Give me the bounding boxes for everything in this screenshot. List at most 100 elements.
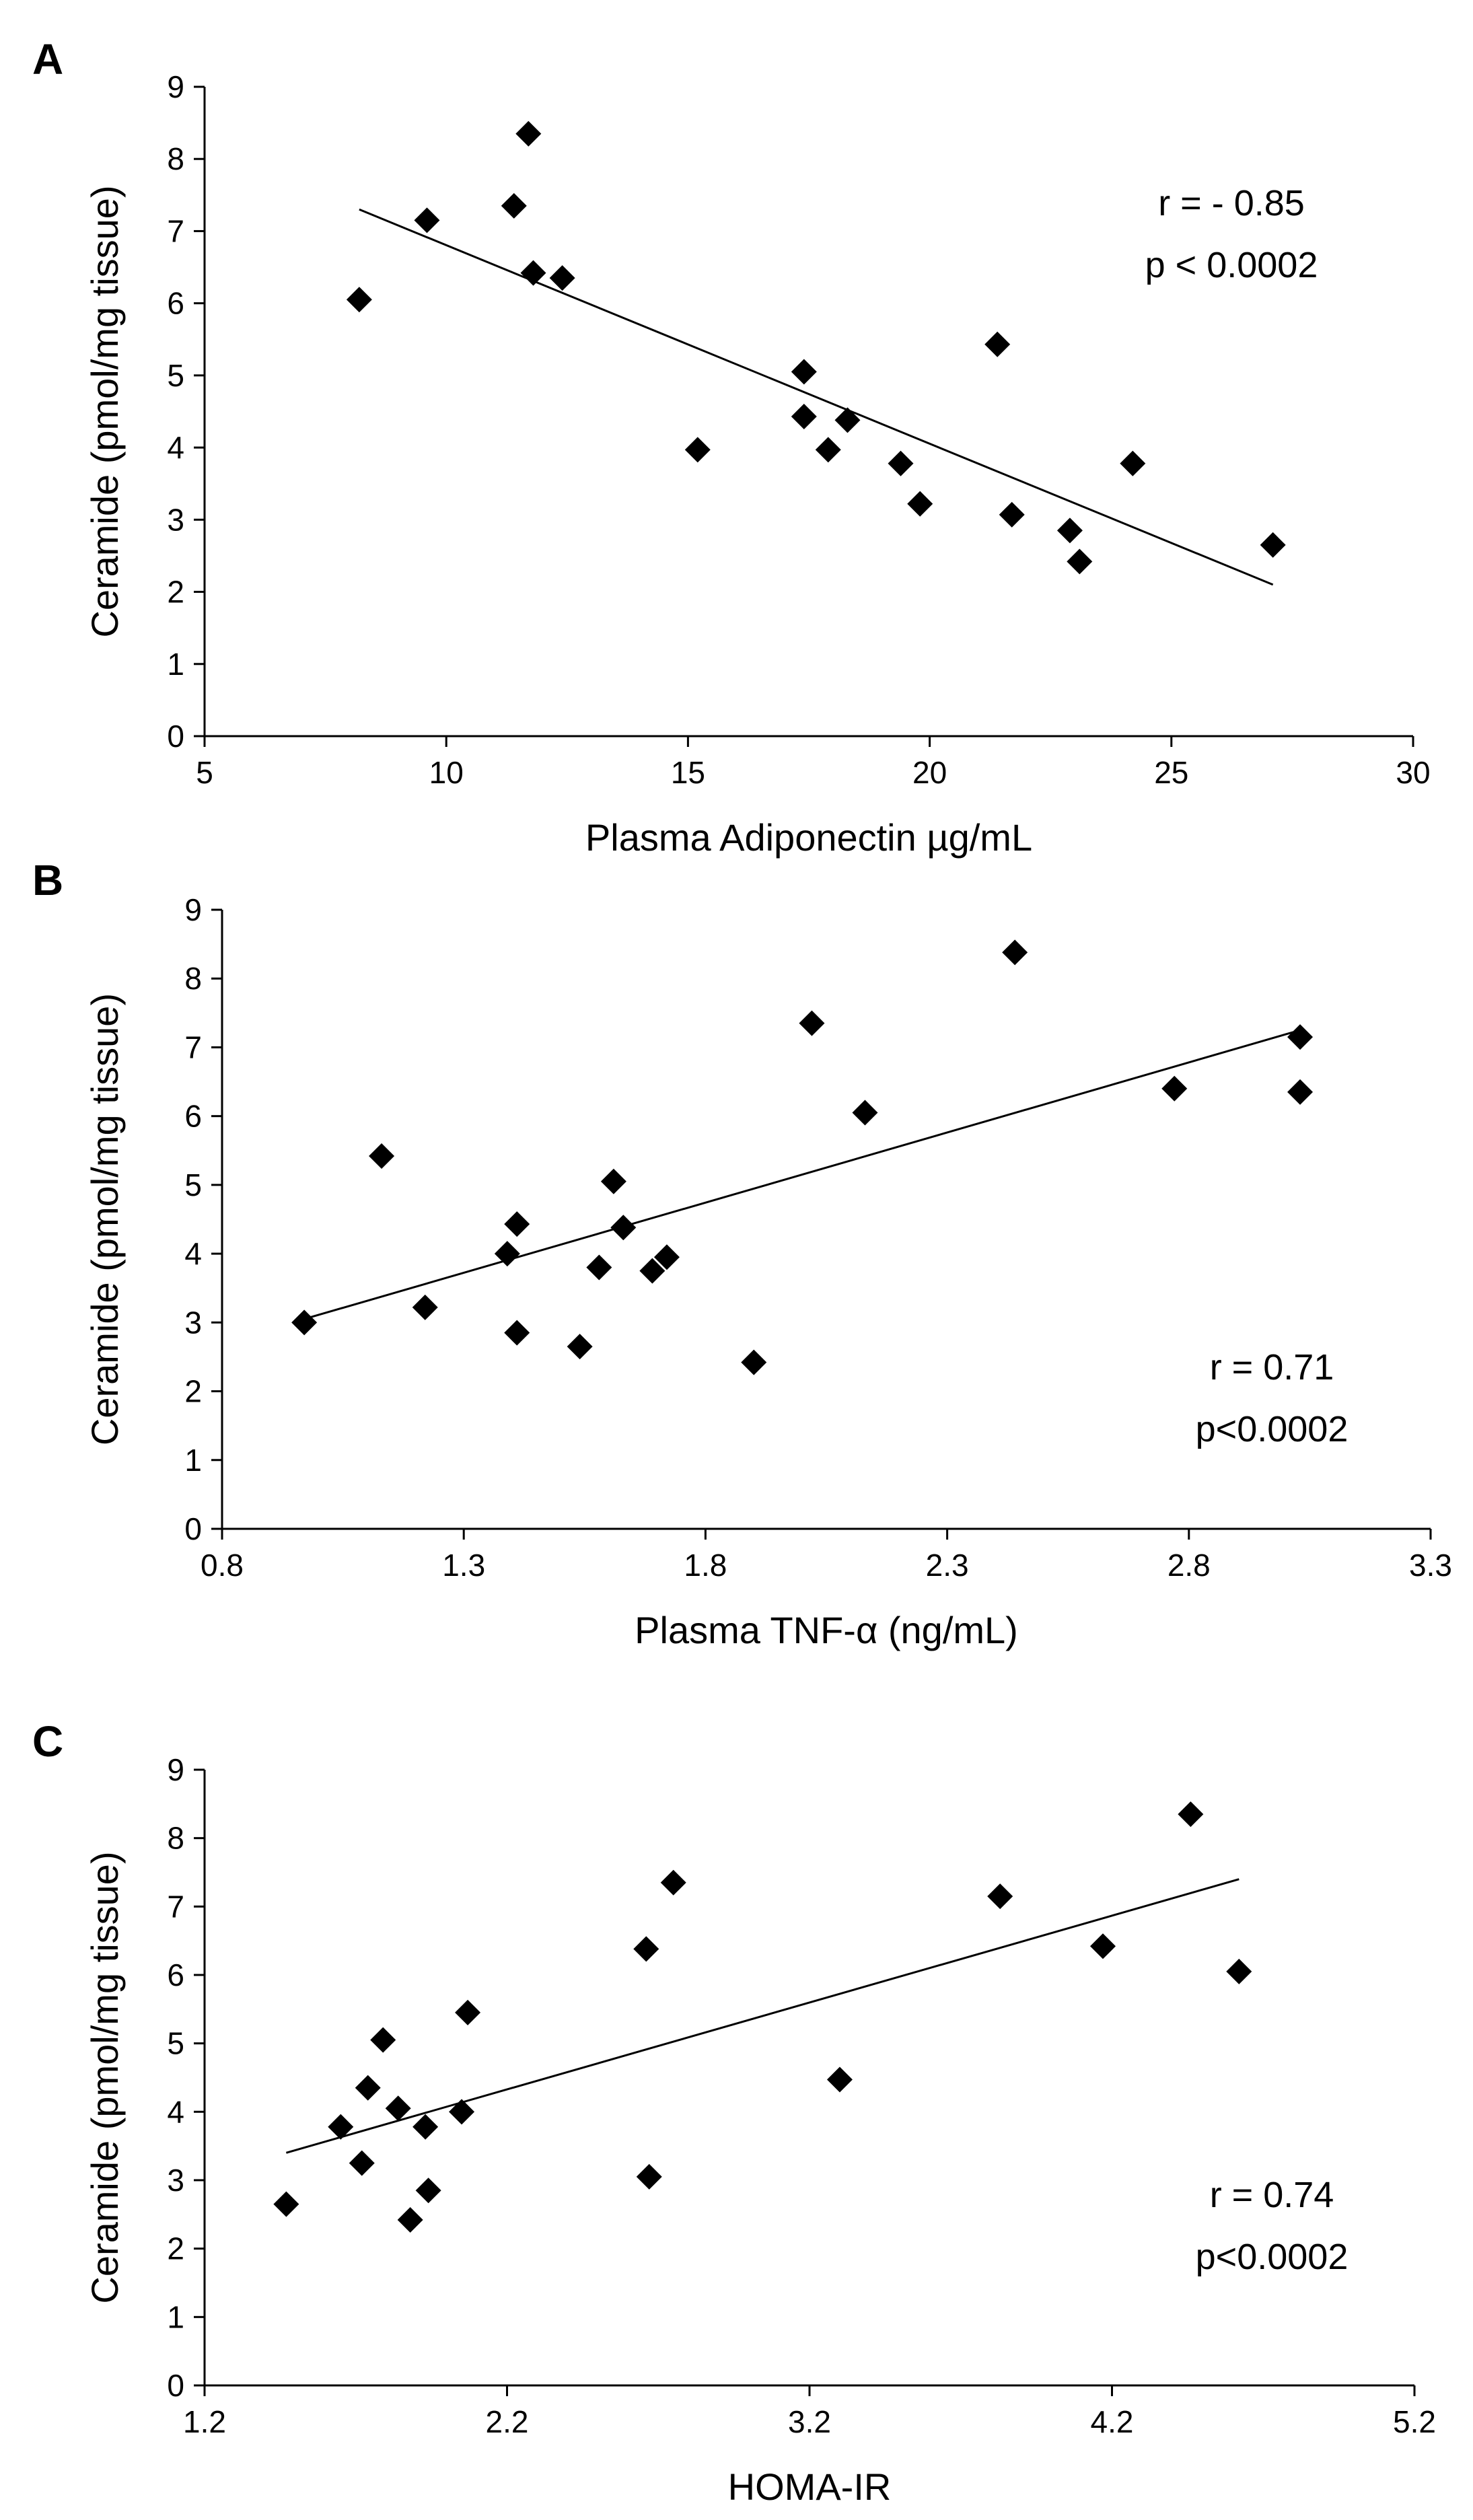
x-tick-label: 2.3 [926,1548,969,1583]
data-point [501,192,527,219]
data-point [907,491,933,517]
chart-panel-c: 0 1 2 3 4 5 6 7 8 9 1.2 2.2 3.2 4.2 5.2 HOMA-IR Ceramide… [32,1717,1436,2508]
data-point [1120,450,1146,476]
y-tick-label: 5 [184,1167,202,1202]
x-tick-label: 25 [1154,755,1188,790]
data-point [1161,1075,1188,1102]
data-point [504,1211,530,1237]
x-tick-label: 30 [1396,755,1430,790]
data-point [1287,1024,1314,1050]
data-point [600,1168,626,1194]
x-axis-label: HOMA-IR [728,2465,892,2508]
y-axis-label: Ceramide (pmol/mg tissue) [83,993,126,1445]
y-tick-label: 2 [167,575,184,610]
x-tick-label: 3.3 [1409,1548,1452,1583]
data-point [1178,1801,1204,1828]
data-point [1056,517,1083,544]
data-point [1260,532,1286,558]
x-tick-label: 1.3 [442,1548,485,1583]
data-point [273,2191,299,2217]
y-tick-label: 2 [184,1374,202,1409]
chart-panel-b: 0 1 2 3 4 5 6 7 8 9 0.8 1.3 1.8 2.3 2.8 3.3 Plasma TNF-α… [32,856,1452,1651]
y-tick-label: 0 [167,719,184,754]
y-tick-label: 8 [167,141,184,176]
data-point [385,2095,411,2122]
x-tick-label: 2.2 [486,2404,529,2439]
data-point [370,2027,396,2053]
data-point [355,2075,381,2101]
panel-letter: A [32,35,63,83]
data-point [567,1334,593,1360]
x-axis-label: Plasma Adiponectin µg/mL [585,816,1032,859]
data-point [455,1999,481,2025]
data-point [610,1215,637,1241]
data-point [791,359,817,385]
x-tick-label: 3.2 [788,2404,831,2439]
y-tick-label: 1 [167,647,184,682]
y-tick-label: 8 [184,961,202,996]
data-point [397,2206,423,2233]
data-point [987,1883,1013,1910]
data-point [888,450,914,476]
data-point [412,2114,439,2140]
data-point [799,1010,825,1036]
data-point [852,1100,878,1126]
data-point [653,1244,680,1270]
y-tick-label: 4 [167,430,184,465]
x-tick-label: 1.2 [183,2404,226,2439]
stats-annotation: r = 0.71 [1210,1347,1334,1388]
panel-letter: C [32,1717,63,1766]
data-point [684,437,711,463]
y-tick-label: 6 [184,1099,202,1134]
data-point [346,287,372,313]
y-tick-label: 7 [167,213,184,248]
data-point [415,2177,441,2204]
data-point [349,2150,375,2176]
data-point [1067,548,1093,575]
data-point [815,437,841,463]
data-point [515,120,542,147]
data-point [449,2099,475,2125]
x-tick-label: 0.8 [201,1548,244,1583]
y-tick-label: 6 [167,1957,184,1992]
data-point [791,404,817,430]
x-tick-label: 1.8 [684,1548,727,1583]
y-tick-label: 0 [184,1511,202,1546]
y-tick-label: 1 [167,2299,184,2334]
data-point [834,407,861,433]
data-point [741,1349,767,1375]
x-axis-label: Plasma TNF-α (ng/mL) [635,1609,1018,1651]
data-point [826,2066,853,2093]
x-tick-label: 20 [912,755,947,790]
y-tick-label: 5 [167,2026,184,2061]
data-point [999,501,1025,528]
y-tick-label: 4 [184,1236,202,1271]
trendline [359,208,1274,586]
y-tick-label: 6 [167,286,184,321]
x-tick-label: 5.2 [1393,2404,1436,2439]
data-point [639,1258,666,1284]
stats-annotation: p < 0.0002 [1145,245,1318,285]
stats-annotation: p<0.0002 [1196,1409,1349,1449]
data-point [586,1254,612,1281]
chart-panel-a: 0 1 2 3 4 5 6 7 8 9 5 10 15 20 25 30 Plasma Adiponectin … [32,35,1431,859]
y-tick-label: 5 [167,358,184,393]
data-point [1002,939,1028,966]
data-point [412,1294,438,1320]
data-point [328,2114,354,2140]
trendline [285,1878,1240,2154]
y-tick-label: 9 [167,69,184,104]
data-point [1226,1958,1252,1984]
data-point [984,331,1011,357]
y-axis-label: Ceramide (pmol/mg tissue) [83,185,126,637]
data-point [549,265,575,291]
y-axis-label: Ceramide (pmol/mg tissue) [83,1851,126,2303]
y-tick-label: 8 [167,1821,184,1856]
x-tick-label: 15 [671,755,705,790]
x-tick-label: 5 [196,755,213,790]
panel-letter: B [32,856,63,904]
stats-annotation: r = - 0.85 [1158,183,1305,223]
data-point [633,1936,659,1962]
y-tick-label: 3 [167,2163,184,2198]
